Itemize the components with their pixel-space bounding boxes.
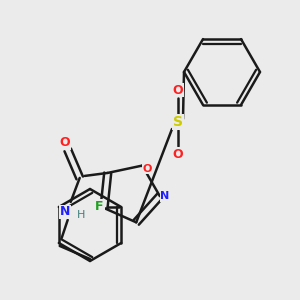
Text: O: O [173,148,183,160]
Text: N: N [160,191,170,201]
Text: O: O [173,83,183,97]
Text: O: O [142,164,152,174]
Text: N: N [95,200,105,210]
Text: S: S [173,115,183,129]
Text: O: O [59,136,70,149]
Text: H: H [76,210,85,220]
Text: F: F [95,200,103,214]
Text: N: N [59,206,70,218]
